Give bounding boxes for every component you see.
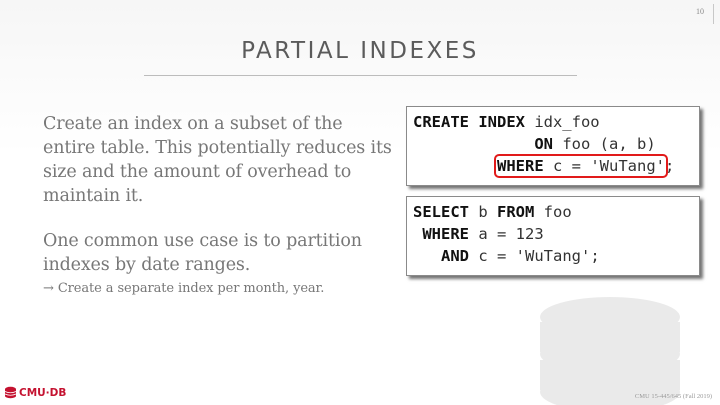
slide-number: 10 <box>696 7 704 16</box>
slide-number-rule <box>713 4 714 24</box>
slide-title: PARTIAL INDEXES <box>241 38 479 64</box>
code-line: CREATE INDEX idx_foo <box>413 111 693 133</box>
sql-keyword: WHERE <box>497 157 544 175</box>
body-text: Create an index on a subset of the entir… <box>43 112 393 298</box>
indent <box>413 225 422 243</box>
sql-text: b <box>469 203 497 221</box>
sql-keyword: AND <box>441 247 469 265</box>
sql-keyword: SELECT <box>413 203 469 221</box>
course-label: CMU 15-445/645 (Fall 2019) <box>634 393 712 400</box>
sql-keyword: ON <box>534 135 553 153</box>
cmu-db-logo: CMU·DB <box>4 386 66 399</box>
create-index-code-box: CREATE INDEX idx_foo ON foo (a, b) WHERE… <box>406 106 700 186</box>
database-watermark-icon <box>540 297 680 405</box>
logo-text: CMU·DB <box>19 386 67 399</box>
database-logo-icon <box>4 386 17 399</box>
title-divider <box>144 75 577 76</box>
sql-text: a = 123 <box>469 225 544 243</box>
sql-text: idx_foo <box>524 113 600 131</box>
indent <box>413 135 534 153</box>
sql-terminator: ; <box>665 157 675 175</box>
sql-keyword: WHERE <box>422 225 470 243</box>
sql-text: c = 'WuTang'; <box>469 247 600 265</box>
indent <box>413 247 441 265</box>
indent <box>413 157 497 175</box>
paragraph-use-case: One common use case is to partition inde… <box>43 231 362 275</box>
code-line: ON foo (a, b) <box>413 133 693 155</box>
code-line: AND c = 'WuTang'; <box>413 245 693 267</box>
sql-text: foo <box>534 203 572 221</box>
paragraph-description: Create an index on a subset of the entir… <box>43 114 392 206</box>
sub-bullet: → Create a separate index per month, yea… <box>43 281 325 296</box>
sql-text: c = 'WuTang' <box>543 157 665 175</box>
code-line: SELECT b FROM foo <box>413 201 693 223</box>
sql-keyword: CREATE INDEX <box>413 113 525 131</box>
sql-keyword: FROM <box>497 203 535 221</box>
code-line: WHERE c = 'WuTang'; <box>413 154 693 178</box>
sql-text: foo (a, b) <box>553 135 656 153</box>
where-clause-highlight: WHERE c = 'WuTang' <box>494 154 668 178</box>
code-line: WHERE a = 123 <box>413 223 693 245</box>
select-query-code-box: SELECT b FROM foo WHERE a = 123 AND c = … <box>406 196 700 276</box>
